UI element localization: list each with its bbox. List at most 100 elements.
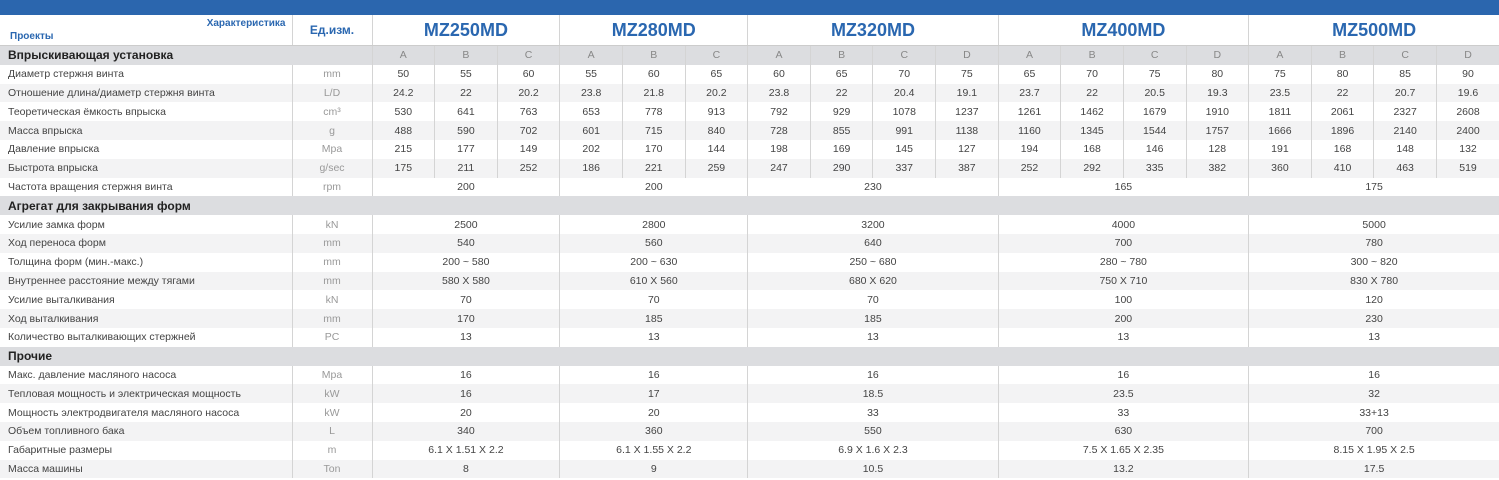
value-cell: 252 [997, 158, 1061, 178]
value-cell: 127 [935, 139, 999, 159]
value-cell: 1910 [1185, 102, 1249, 122]
value-cell: 132 [1435, 139, 1499, 159]
row-label: Частота вращения стержня винта [8, 180, 173, 193]
row-unit: kW [291, 403, 372, 422]
row-label: Масса впрыска [0, 121, 292, 140]
value-cell: 640 [747, 233, 999, 253]
value-cell: 23.8 [747, 83, 811, 103]
column-letter: A [747, 45, 811, 65]
value-cell: 60 [621, 64, 686, 84]
row-label: Тепловая мощность и электрическая мощнос… [0, 384, 292, 404]
value-cell: 75 [935, 64, 999, 84]
value-cell: 17.5 [1248, 459, 1499, 479]
row-unit: Ton [291, 459, 372, 479]
value-cell: 20.5 [1122, 83, 1186, 103]
column-letter: C [1373, 45, 1437, 65]
value-cell: 560 [559, 233, 748, 253]
value-cell: 221 [621, 158, 686, 178]
column-letter: C [496, 45, 560, 65]
value-cell: 23.5 [997, 384, 1249, 404]
row-label: Объем топливного бака [0, 421, 292, 441]
value-cell: 80 [1185, 64, 1249, 84]
value-cell: 1679 [1122, 102, 1186, 122]
row-unit: m [291, 440, 372, 460]
value-cell: 19.1 [935, 83, 999, 103]
section-row: Агрегат для закрывания форм [0, 196, 1499, 216]
value-cell: 194 [997, 139, 1061, 159]
data-row: Масса впрыска g 488 590 702 601 715 840 728 855 99… [0, 121, 1499, 140]
data-row: Внутреннее расстояние между тягами mm 580 … [0, 271, 1499, 291]
value-cell: 19.3 [1185, 83, 1249, 103]
value-cell: 2400 [1435, 121, 1499, 140]
value-cell: 610 X 560 [559, 271, 748, 291]
value-cell: 13 [1248, 327, 1499, 347]
value-cell: 148 [1373, 139, 1437, 159]
value-cell: 191 [1248, 139, 1312, 159]
value-cell: 1896 [1310, 121, 1374, 140]
value-cell: 23.8 [559, 83, 623, 103]
value-cell: 200 ~ 580 [371, 252, 560, 272]
value-cell: 16 [371, 384, 560, 404]
column-letter: C [1122, 45, 1186, 65]
value-cell: 65 [997, 64, 1061, 84]
value-cell: 360 [559, 421, 748, 441]
value-cell: 200 [997, 309, 1249, 328]
section-row: Прочие [0, 346, 1499, 366]
column-letter: A [371, 45, 435, 65]
column-letter: B [434, 45, 498, 65]
value-cell: 65 [684, 64, 748, 84]
value-cell: 792 [747, 102, 811, 122]
value-cell: 20.4 [872, 83, 936, 103]
data-row: Частота вращения стержня винта rpm 200 200 2… [0, 177, 1499, 197]
value-cell: 290 [809, 158, 873, 178]
value-cell: 1811 [1248, 102, 1312, 122]
row-label: Макс. давление масляного насоса [8, 368, 177, 381]
header-row: Характеристика Проекты Ед.изм. MZ250MD MZ280… [0, 15, 1499, 46]
value-cell: 146 [1122, 139, 1186, 159]
value-cell: 750 X 710 [997, 271, 1249, 291]
corner-cell: Характеристика Проекты [0, 15, 292, 46]
value-cell: 335 [1122, 158, 1186, 178]
value-cell: 60 [496, 64, 560, 84]
section-title: Впрыскивающая установка [0, 45, 372, 65]
characteristic-label: Характеристика [206, 18, 286, 29]
column-letter: C [684, 45, 748, 65]
value-cell: 70 [1060, 64, 1124, 84]
value-cell: 24.2 [371, 83, 435, 103]
value-cell: 763 [496, 102, 560, 122]
value-cell: 5000 [1248, 215, 1499, 234]
data-row: Ход переноса форм mm 540 560 640 700 780 [0, 233, 1499, 253]
value-cell: 20.7 [1373, 83, 1437, 103]
section-row: Впрыскивающая установка A B C A B C A B C D A B C D A B C… [0, 45, 1499, 65]
value-cell: 778 [621, 102, 686, 122]
value-cell: 22 [1060, 83, 1124, 103]
value-cell: 17 [559, 384, 748, 404]
value-cell: 128 [1185, 139, 1249, 159]
value-cell: 175 [1248, 177, 1499, 197]
value-cell: 200 ~ 630 [559, 252, 748, 272]
value-cell: 8.15 X 1.95 X 2.5 [1248, 440, 1499, 460]
value-cell: 85 [1373, 64, 1437, 84]
value-cell: 20 [559, 403, 748, 422]
value-cell: 145 [872, 139, 936, 159]
value-cell: 75 [1248, 64, 1312, 84]
value-cell: 630 [997, 421, 1249, 441]
value-cell: 20.2 [684, 83, 748, 103]
value-cell: 13 [997, 327, 1249, 347]
data-row: Количество выталкивающих стержней PC 13 13 1… [0, 327, 1499, 347]
row-label: Теоретическая ёмкость впрыска [8, 105, 166, 118]
value-cell: 550 [747, 421, 999, 441]
value-cell: 1261 [997, 102, 1061, 122]
column-letter: D [935, 45, 999, 65]
value-cell: 90 [1435, 64, 1499, 84]
data-row: Тепловая мощность и электрическая мощнос… [0, 384, 1499, 404]
value-cell: 280 ~ 780 [997, 252, 1249, 272]
row-label: Внутреннее расстояние между тягами [0, 271, 292, 291]
column-letter: D [1435, 45, 1499, 65]
value-cell: 32 [1248, 384, 1499, 404]
data-row: Быстрота впрыска g/sec 175 211 252 186 221 259 2… [0, 158, 1499, 178]
row-unit: mm [291, 271, 372, 291]
value-cell: 7.5 X 1.65 X 2.35 [997, 440, 1249, 460]
value-cell: 20 [371, 403, 560, 422]
value-cell: 6.1 X 1.55 X 2.2 [559, 440, 748, 460]
